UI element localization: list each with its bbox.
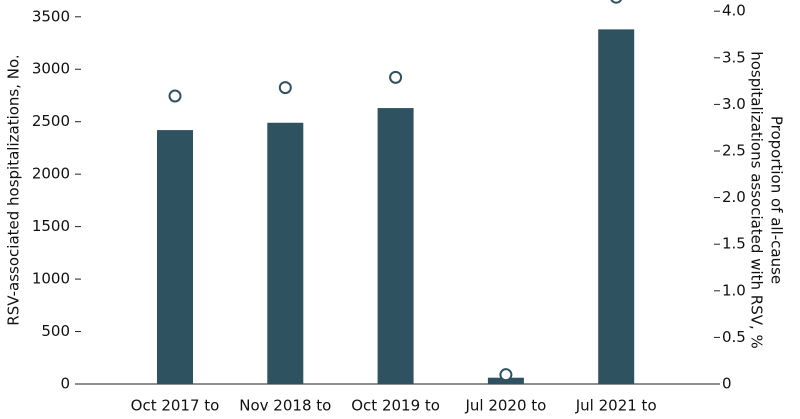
y-tick-label: 500 xyxy=(41,322,70,340)
y-tick-label: 1500 xyxy=(32,217,70,235)
y2-tick-label: 2.5 xyxy=(722,141,746,159)
y-axis-title: RSV-associated hospitalizations, No. xyxy=(5,54,23,325)
y2-tick-label: 0 xyxy=(722,375,732,393)
point xyxy=(168,89,182,103)
point xyxy=(499,368,513,382)
y-tick-label: 0 xyxy=(60,375,70,393)
y2-tick-label: 3.5 xyxy=(722,48,746,66)
x-tick-label: Oct 2019 to xyxy=(351,397,440,415)
y-tick-label: 3000 xyxy=(32,60,70,78)
point xyxy=(610,0,623,4)
y2-tick-label: 0.5 xyxy=(722,328,746,346)
y-tick-label: 2500 xyxy=(32,112,70,130)
x-tick-label: Oct 2017 to xyxy=(131,397,220,415)
y2-tick-label: 1.5 xyxy=(722,235,746,253)
bar xyxy=(377,108,414,384)
bar xyxy=(157,130,193,384)
y2-axis-title: Proportion of all-cause xyxy=(768,116,786,284)
x-tick-label: Jul 2020 to xyxy=(464,397,546,415)
bar xyxy=(267,122,304,385)
y-tick-label: 2000 xyxy=(32,165,70,183)
x-tick-label: Jul 2021 to xyxy=(575,397,657,415)
point xyxy=(389,70,403,84)
point xyxy=(278,81,292,95)
y-tick-label: 1000 xyxy=(32,270,70,288)
y2-axis-title: hospitalizations associated with RSV, % xyxy=(748,51,766,349)
y-tick-label: 3500 xyxy=(32,7,70,25)
y2-tick-label: 2.0 xyxy=(722,188,746,206)
x-tick-label: Nov 2018 to xyxy=(239,397,331,415)
y2-tick-label: 3.0 xyxy=(722,95,746,113)
bar xyxy=(598,29,635,385)
y2-tick-label: 4.0 xyxy=(722,2,746,20)
y2-tick-label: 1.0 xyxy=(722,281,746,299)
